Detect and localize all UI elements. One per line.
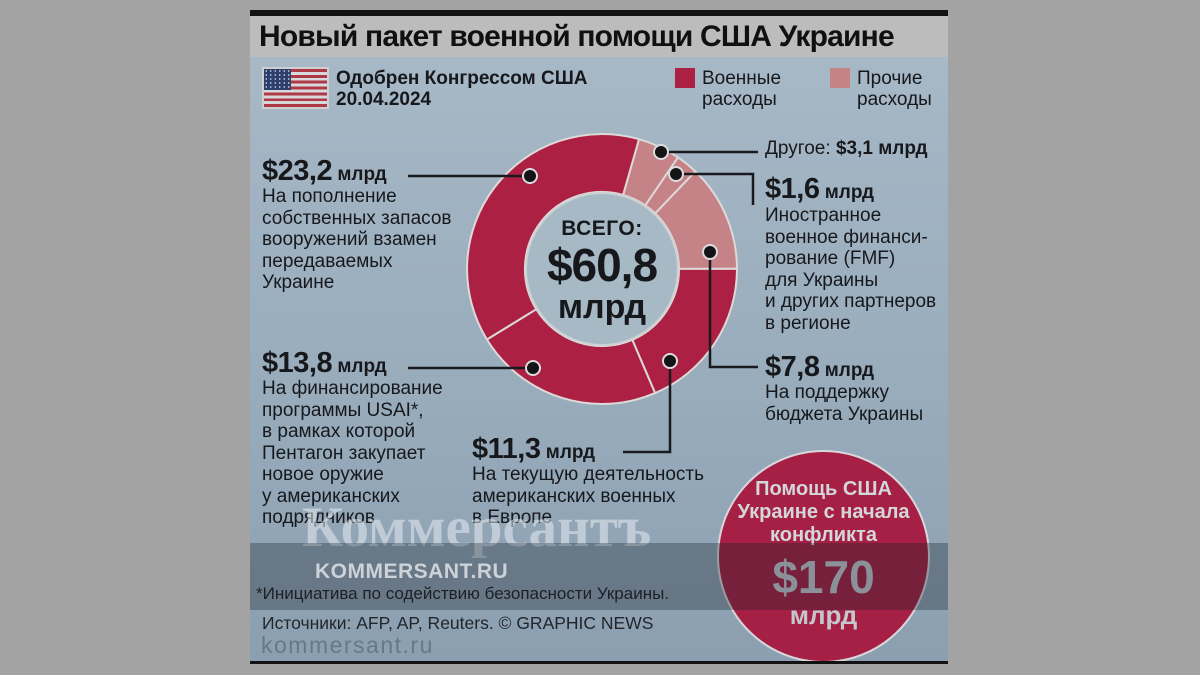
leader-dots (522, 144, 718, 376)
leader-line-europe (623, 361, 672, 454)
other-misc-label: Другое: (765, 138, 836, 159)
donut-chart-svg (408, 133, 758, 454)
total-aid-circle: Помощь США Украине с начала конфликта $1… (717, 450, 930, 661)
annotation-budget-value: $7,8 млрд (765, 351, 874, 384)
annotation-fmf-value: $1,6 млрд (765, 173, 874, 206)
total-unit: млрд (557, 288, 647, 326)
kommersant-watermark-logo: Коммерсантъ (302, 496, 652, 559)
approved-by-congress-label: Одобрен Конгрессом США 20.04.2024 (336, 68, 588, 110)
legend-swatch-military (675, 68, 695, 88)
europe-unit: млрд (540, 442, 596, 463)
total-value: $60,8 (546, 239, 658, 291)
annotation-restock-value: $23,2 млрд (262, 155, 387, 188)
annotation-usai-value: $13,8 млрд (262, 347, 387, 380)
aid-circle-unit: млрд (789, 600, 858, 630)
leader-dot-budget (702, 244, 718, 260)
bottom-black-bar (250, 661, 948, 664)
leader-line-fmf (676, 172, 755, 205)
total-label: ВСЕГО: (561, 217, 643, 240)
page-title: Новый пакет военной помощи США Украине (259, 19, 895, 53)
leader-lines (408, 150, 758, 454)
annotation-fmf-desc: Иностранное военное финанси- рование (FM… (765, 205, 937, 334)
kommersant-watermark-site: KOMMERSANT.RU (315, 560, 509, 583)
sources-line: Источники: AFP, AP, Reuters. © GRAPHIC N… (262, 613, 654, 633)
usai-amount: $13,8 (262, 347, 333, 379)
usai-unit: млрд (332, 356, 387, 377)
donut-center-total: ВСЕГО: $60,8 млрд (512, 217, 692, 325)
legend-label-other: Прочие расходы (857, 68, 932, 110)
annotation-other-misc: Другое: $3,1 млрд (765, 138, 928, 160)
restock-unit: млрд (332, 164, 387, 185)
leader-dot-usai (525, 360, 541, 376)
aid-circle-value: $170 (772, 551, 875, 603)
budget-unit: млрд (819, 360, 875, 381)
annotation-budget-desc: На поддержку бюджета Украины (765, 382, 924, 425)
leader-line-budget (708, 252, 758, 369)
us-flag-canton (264, 69, 291, 90)
donut-hole (525, 192, 679, 346)
legend-swatch-other (830, 68, 850, 88)
fmf-unit: млрд (819, 182, 875, 203)
leader-dot-europe (662, 353, 678, 369)
leader-dot-restock (522, 168, 538, 184)
annotation-usai-desc: На финансирование программы USAI*, в рам… (262, 378, 443, 528)
donut-slice-restock (466, 133, 640, 341)
restock-amount: $23,2 (262, 155, 333, 187)
footnote: *Инициатива по содействию безопасности У… (256, 584, 670, 603)
site-url: kommersant.ru (261, 632, 434, 658)
donut-slices (466, 133, 739, 405)
europe-amount: $11,3 (472, 433, 541, 465)
annotation-europe-value: $11,3 млрд (472, 433, 595, 466)
budget-amount: $7,8 (765, 351, 820, 383)
us-flag-icon (262, 67, 329, 109)
aid-circle-headline: Помощь США Украине с начала конфликта (737, 478, 910, 546)
watermark-dark-band (250, 543, 948, 610)
infographic: Новый пакет военной помощи США Украине О… (250, 10, 948, 664)
legend-label-military: Военные расходы (702, 68, 782, 110)
annotation-europe-desc: На текущую деятельность американских вое… (472, 464, 705, 528)
leader-dot-fmf (668, 166, 684, 182)
fmf-amount: $1,6 (765, 173, 820, 205)
leader-dot-other-misc (653, 144, 669, 160)
other-misc-amount: $3,1 млрд (835, 138, 928, 159)
chart-panel: Одобрен Конгрессом США 20.04.2024 Военны… (250, 57, 948, 661)
annotation-restock-desc: На пополнение собственных запасов вооруж… (262, 186, 452, 293)
title-band: Новый пакет военной помощи США Украине (250, 16, 948, 57)
top-black-bar (250, 10, 948, 16)
